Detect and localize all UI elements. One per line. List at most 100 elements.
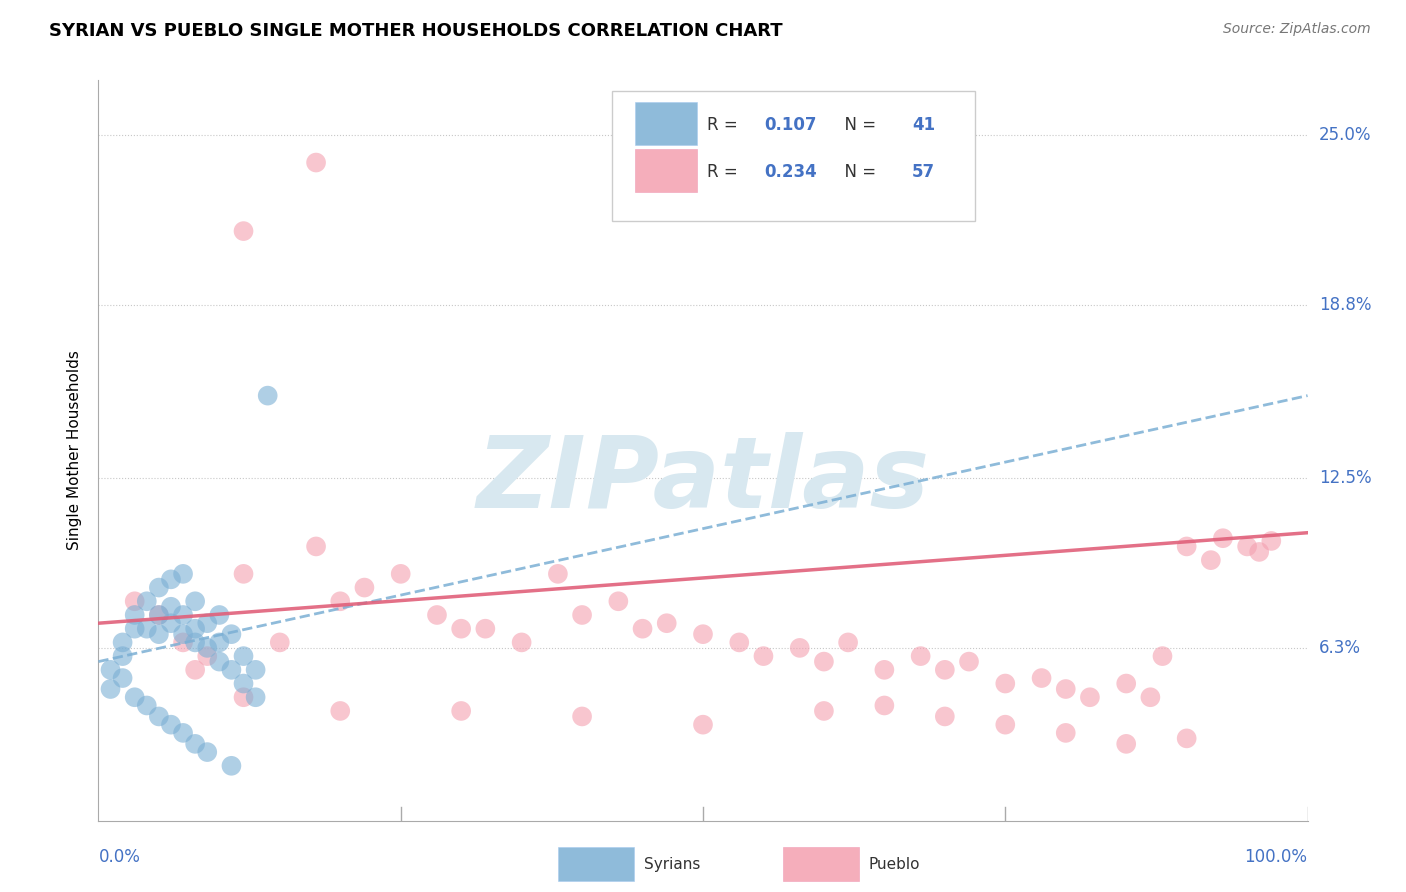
Point	[100, 663, 122, 677]
Text: Source: ZipAtlas.com: Source: ZipAtlas.com	[1223, 22, 1371, 37]
Point	[195, 616, 218, 631]
Point	[873, 663, 896, 677]
Point	[1115, 676, 1137, 690]
Point	[148, 627, 170, 641]
Point	[100, 681, 122, 696]
Text: R =: R =	[707, 116, 742, 134]
Point	[813, 655, 835, 669]
Point	[184, 737, 207, 751]
Point	[221, 663, 243, 677]
Text: 0.234: 0.234	[765, 163, 817, 181]
Point	[184, 635, 207, 649]
Point	[148, 607, 170, 622]
Point	[184, 622, 207, 636]
Point	[1139, 690, 1161, 705]
FancyBboxPatch shape	[613, 91, 976, 221]
Point	[426, 607, 449, 622]
Point	[124, 607, 146, 622]
Text: N =: N =	[834, 163, 882, 181]
Point	[1199, 553, 1222, 567]
Point	[148, 607, 170, 622]
Text: Pueblo: Pueblo	[869, 857, 921, 871]
Point	[789, 640, 811, 655]
Point	[148, 581, 170, 595]
Point	[172, 726, 194, 740]
Point	[305, 540, 328, 554]
Point	[160, 599, 183, 614]
Point	[172, 635, 194, 649]
Point	[1212, 531, 1234, 545]
Point	[208, 655, 231, 669]
Point	[728, 635, 751, 649]
Point	[329, 704, 352, 718]
Point	[547, 566, 569, 581]
Point	[195, 745, 218, 759]
Point	[510, 635, 533, 649]
Point	[135, 594, 157, 608]
FancyBboxPatch shape	[636, 149, 697, 192]
Point	[1054, 681, 1077, 696]
Point	[232, 676, 254, 690]
Point	[571, 607, 593, 622]
Point	[160, 616, 183, 631]
Point	[160, 717, 183, 731]
Point	[389, 566, 412, 581]
Point	[752, 649, 775, 664]
Point	[111, 635, 134, 649]
Text: N =: N =	[834, 116, 882, 134]
Point	[124, 594, 146, 608]
Text: 12.5%: 12.5%	[1319, 469, 1371, 487]
Point	[172, 607, 194, 622]
Point	[245, 690, 267, 705]
Point	[1249, 545, 1271, 559]
Point	[450, 622, 472, 636]
Point	[631, 622, 654, 636]
Point	[195, 649, 218, 664]
Point	[232, 649, 254, 664]
Text: ZIPatlas: ZIPatlas	[477, 432, 929, 529]
Y-axis label: Single Mother Households: Single Mother Households	[67, 351, 83, 550]
Point	[172, 627, 194, 641]
Point	[135, 622, 157, 636]
Text: 0.107: 0.107	[765, 116, 817, 134]
Text: 100.0%: 100.0%	[1244, 848, 1308, 866]
Point	[1152, 649, 1174, 664]
Point	[934, 663, 956, 677]
Point	[269, 635, 291, 649]
Point	[934, 709, 956, 723]
Point	[329, 594, 352, 608]
Point	[232, 224, 254, 238]
Point	[1054, 726, 1077, 740]
Point	[111, 671, 134, 685]
Point	[692, 717, 714, 731]
Text: SYRIAN VS PUEBLO SINGLE MOTHER HOUSEHOLDS CORRELATION CHART: SYRIAN VS PUEBLO SINGLE MOTHER HOUSEHOLD…	[49, 22, 783, 40]
Point	[245, 663, 267, 677]
Text: 18.8%: 18.8%	[1319, 296, 1371, 314]
Point	[160, 572, 183, 586]
Point	[221, 759, 243, 773]
Point	[994, 676, 1017, 690]
Point	[474, 622, 496, 636]
Point	[813, 704, 835, 718]
FancyBboxPatch shape	[636, 103, 697, 145]
Point	[994, 717, 1017, 731]
Point	[148, 709, 170, 723]
Text: 6.3%: 6.3%	[1319, 639, 1361, 657]
Point	[353, 581, 375, 595]
Point	[1236, 540, 1258, 554]
Text: 25.0%: 25.0%	[1319, 126, 1371, 145]
Text: 0.0%: 0.0%	[98, 848, 141, 866]
Text: 41: 41	[912, 116, 935, 134]
Point	[135, 698, 157, 713]
Point	[256, 389, 278, 403]
Point	[1175, 540, 1198, 554]
Point	[1115, 737, 1137, 751]
Point	[607, 594, 630, 608]
Point	[184, 663, 207, 677]
Point	[111, 649, 134, 664]
Point	[124, 690, 146, 705]
Text: R =: R =	[707, 163, 742, 181]
Text: Syrians: Syrians	[644, 857, 700, 871]
Point	[172, 566, 194, 581]
Point	[1260, 533, 1282, 548]
